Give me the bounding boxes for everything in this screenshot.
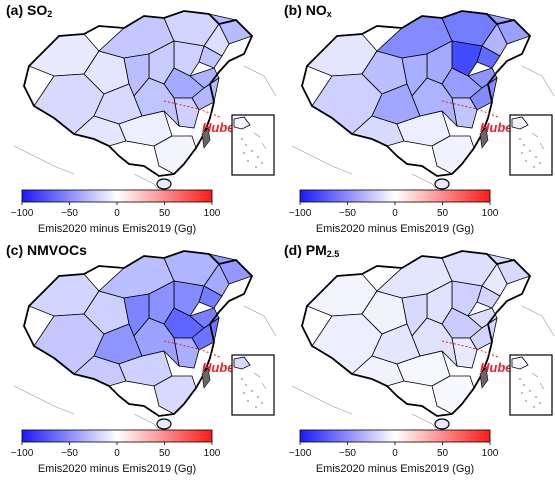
colorbar-tick-label: 0: [114, 208, 120, 219]
country-border: [301, 10, 532, 177]
colorbar-caption: Emis2020 minus Emis2019 (Gg): [316, 463, 474, 475]
hainan-island: [434, 418, 450, 430]
panel-a: Hubei −100 −50 0 50 100 Emis2020 minus Emis201…: [0, 0, 278, 240]
colorbar-tick-label: 0: [392, 208, 398, 219]
colorbar: [21, 189, 213, 203]
panel-b: Hubei −100 −50 0 50 100 Emis2020 minus Emis201…: [278, 0, 555, 240]
colorbar-tick-label: 50: [437, 448, 449, 459]
taiwan-island: [479, 127, 489, 149]
colorbar-tick-label: −100: [289, 448, 312, 459]
province-hubei: [133, 77, 180, 128]
taiwan-island: [201, 367, 211, 389]
colorbar-tick-label: 100: [204, 208, 221, 219]
colorbar-tick-label: 50: [437, 208, 449, 219]
province-hubei: [133, 317, 180, 368]
country-border: [23, 10, 254, 177]
hubei-label: Hubei: [480, 360, 517, 375]
hubei-label: Hubei: [480, 120, 517, 135]
country-border: [23, 250, 254, 417]
country-border: [301, 250, 532, 417]
colorbar: [21, 429, 213, 443]
colorbar-tick-label: −50: [61, 208, 78, 219]
colorbar-tick-label: 50: [159, 208, 171, 219]
hubei-label: Hubei: [202, 360, 239, 375]
colorbar: [299, 429, 491, 443]
panel-title: (a) SO2: [6, 2, 53, 19]
china-map: Hubei −100 −50 0 50 100 Emis2020 minus Emis201…: [289, 10, 555, 235]
south-china-sea-inset: [231, 354, 275, 416]
hubei-label: Hubei: [202, 120, 239, 135]
colorbar: [299, 189, 491, 203]
colorbar-tick-label: 100: [482, 208, 499, 219]
colorbar-tick-label: −50: [339, 448, 356, 459]
south-china-sea-inset: [509, 354, 553, 416]
colorbar-tick-label: −50: [61, 448, 78, 459]
province-hubei: [411, 77, 458, 128]
hainan-island: [156, 178, 172, 190]
colorbar-caption: Emis2020 minus Emis2019 (Gg): [38, 223, 196, 235]
colorbar-tick-label: −100: [289, 208, 312, 219]
panel-d: Hubei −100 −50 0 50 100 Emis2020 minus Emis201…: [278, 240, 555, 480]
colorbar-tick-label: −100: [11, 208, 34, 219]
colorbar-tick-label: −50: [339, 208, 356, 219]
south-china-sea-inset: [509, 114, 553, 176]
panel-title: (b) NOx: [284, 2, 332, 19]
colorbar-tick-label: −100: [11, 448, 34, 459]
panel-c: Hubei −100 −50 0 50 100 Emis2020 minus Emis201…: [0, 240, 278, 480]
china-map: Hubei −100 −50 0 50 100 Emis2020 minus Emis201…: [289, 250, 555, 475]
colorbar-tick-label: 100: [204, 448, 221, 459]
colorbar-caption: Emis2020 minus Emis2019 (Gg): [316, 223, 474, 235]
panel-title: (c) NMVOCs: [6, 242, 87, 258]
hainan-island: [156, 418, 172, 430]
china-map: Hubei −100 −50 0 50 100 Emis2020 minus Emis201…: [11, 10, 277, 235]
colorbar-tick-label: 0: [392, 448, 398, 459]
colorbar-caption: Emis2020 minus Emis2019 (Gg): [38, 463, 196, 475]
colorbar-tick-label: 50: [159, 448, 171, 459]
panel-title: (d) PM2.5: [284, 242, 340, 259]
china-map: Hubei −100 −50 0 50 100 Emis2020 minus Emis201…: [11, 250, 277, 475]
colorbar-tick-label: 0: [114, 448, 120, 459]
south-china-sea-inset: [231, 114, 275, 176]
taiwan-island: [201, 127, 211, 149]
province-hubei: [411, 317, 458, 368]
colorbar-tick-label: 100: [482, 448, 499, 459]
taiwan-island: [479, 367, 489, 389]
hainan-island: [434, 178, 450, 190]
